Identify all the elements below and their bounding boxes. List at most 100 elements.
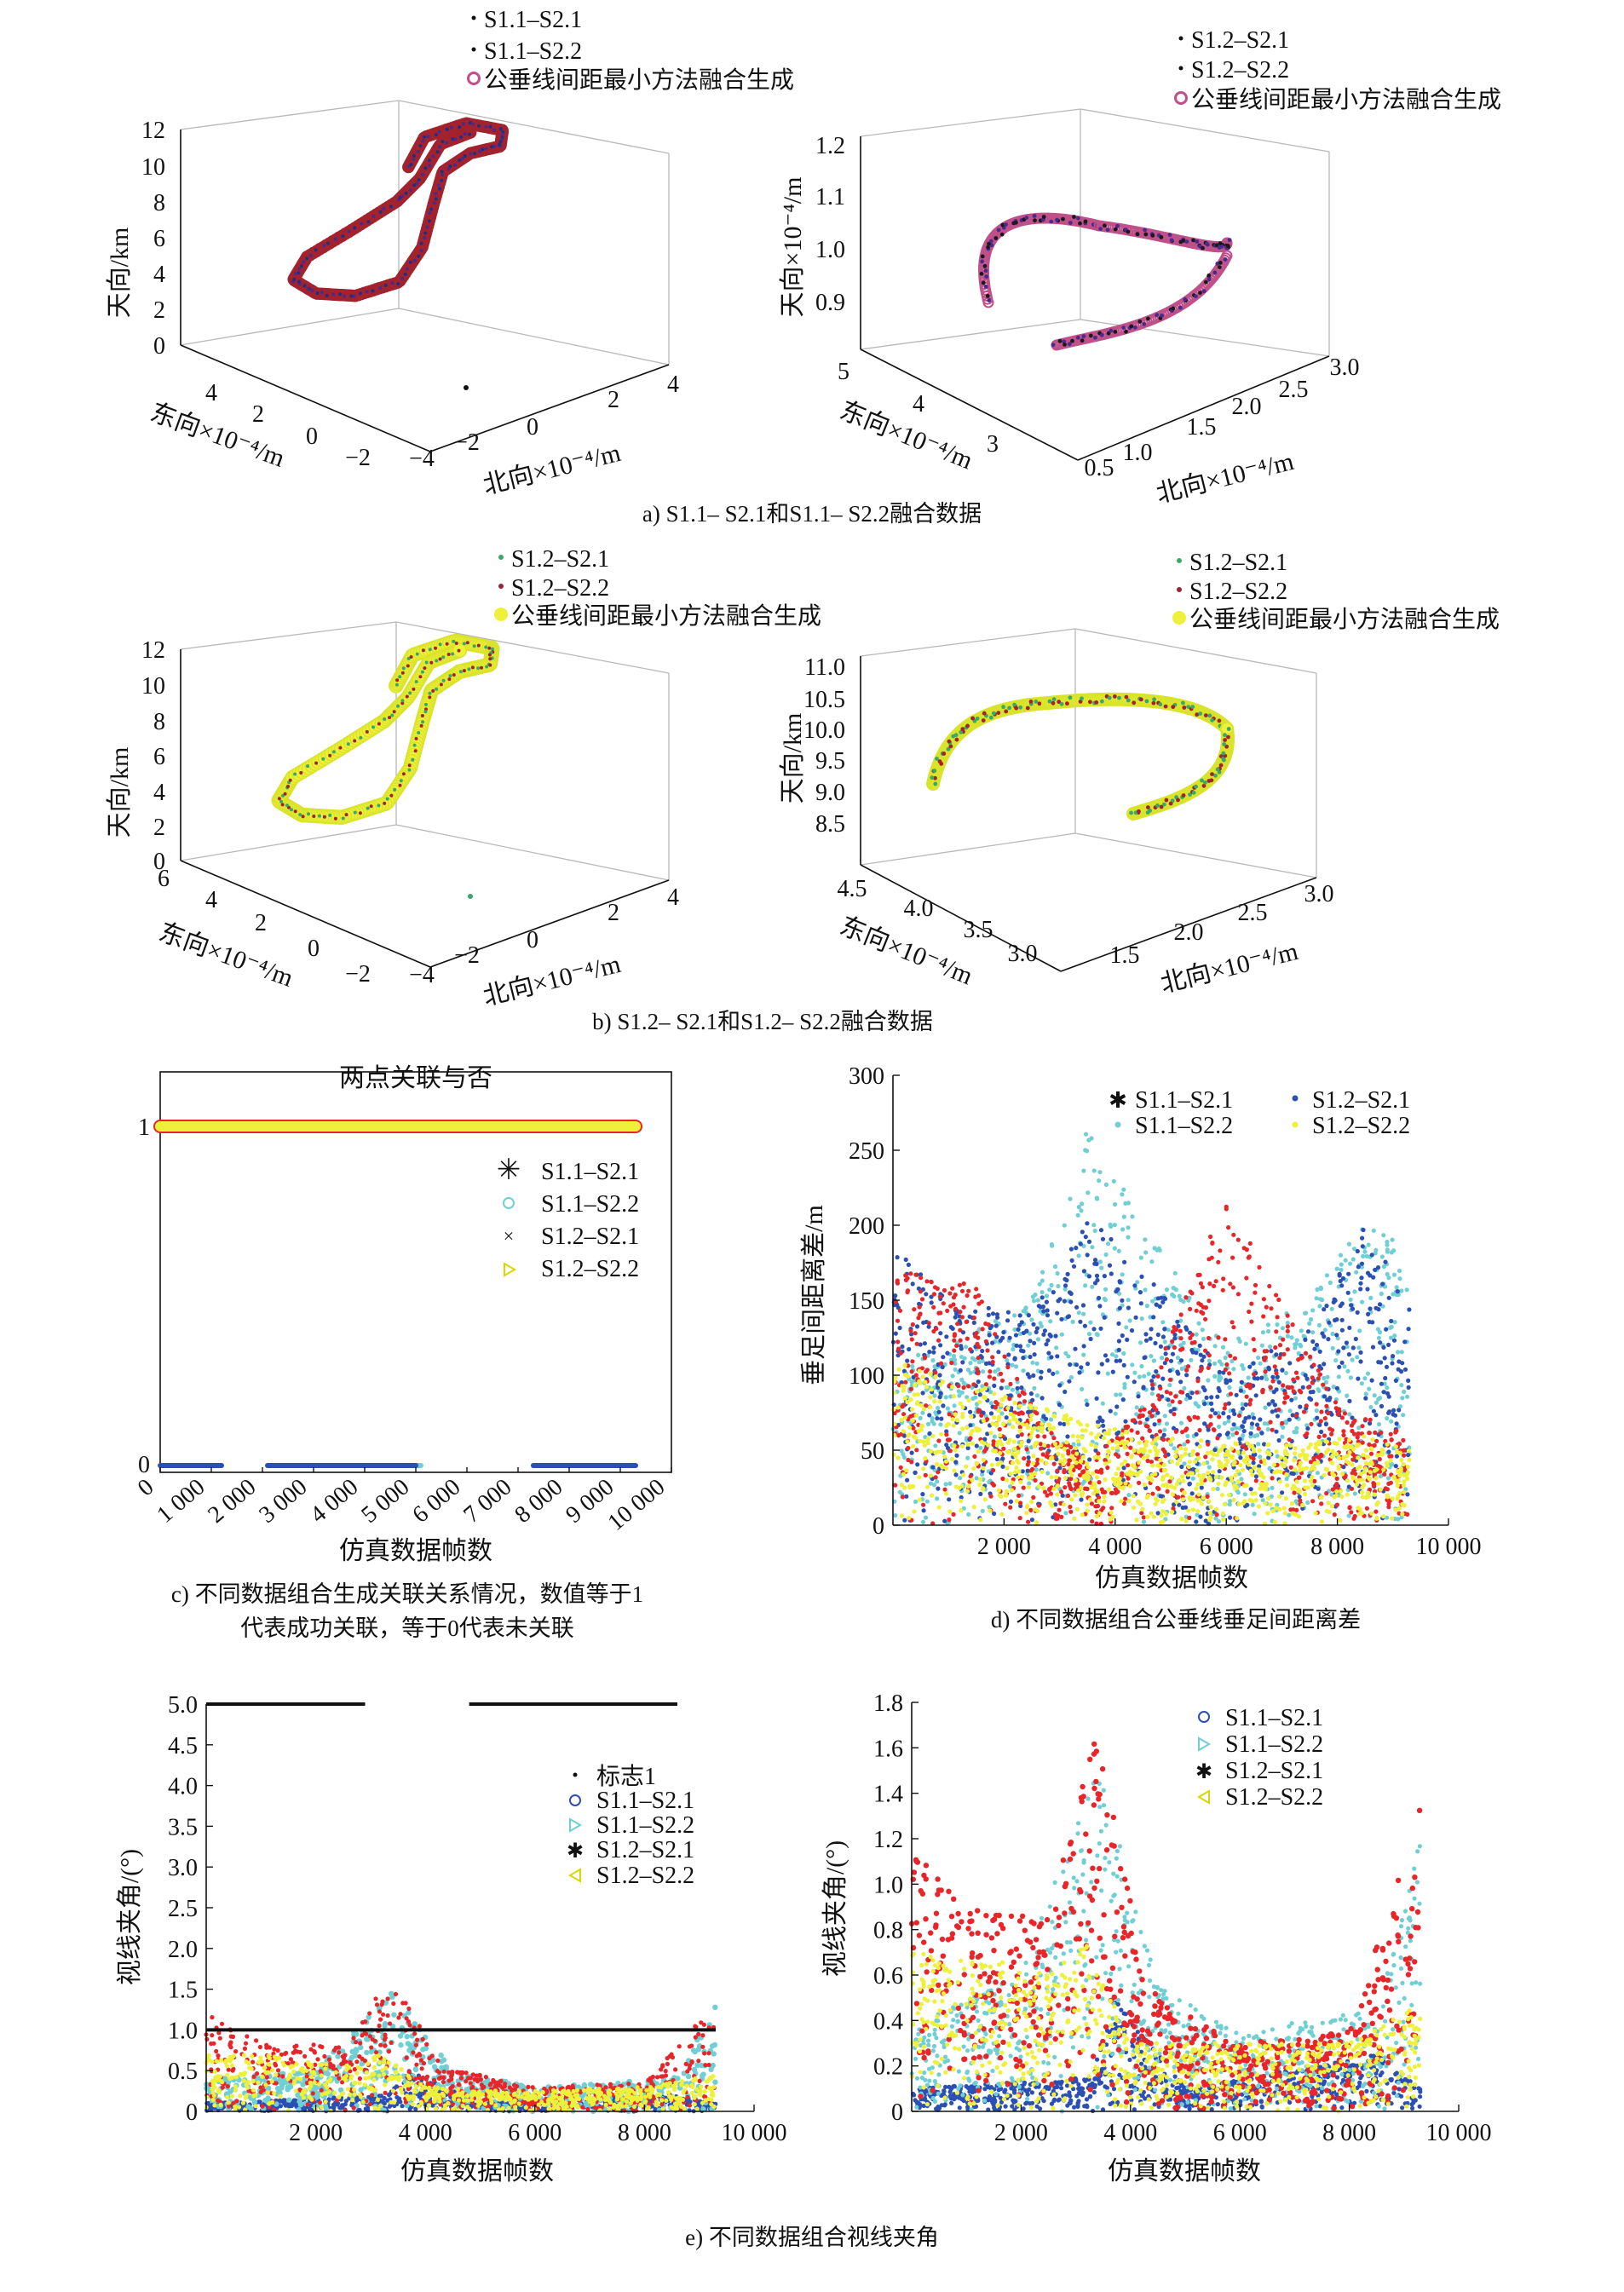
cloud-point-s1-1-s2-1: [1063, 1485, 1068, 1490]
cloud-point-s1-2-s2-2: [917, 1368, 922, 1373]
trajectory-point: [408, 691, 412, 695]
cloud-point-s1-1-s2-2: [1149, 1354, 1154, 1359]
cloud-point-s1-2-s2-2: [1085, 1508, 1091, 1513]
cloud-point-s1-1-s2-1: [1165, 1489, 1170, 1494]
cloud-point-s1-1-s2-2: [1010, 1387, 1015, 1392]
cloud-point-s1-2-s2-2: [1242, 1499, 1247, 1504]
cloud-point-s1-2-s2-1: [1225, 1431, 1230, 1436]
cloud-point-s1-1-s2-2: [1121, 1187, 1126, 1192]
cloud-point-s1-1-s2-2: [980, 1508, 985, 1513]
cloud-point-s1-1-s2-1: [1208, 1234, 1213, 1240]
cloud-point-s1-2-s2-2: [912, 1509, 917, 1514]
cloud-point-s1-1-s2-2: [1347, 1412, 1352, 1417]
cloud-point-s1-1-s2-1: [1264, 1304, 1269, 1310]
cloud-point-s1-1-s2-2: [1126, 1201, 1131, 1206]
cloud-point-s1-1-s2-1: [1022, 1391, 1027, 1397]
cloud-point-s1-1-s2-2: [1086, 1332, 1092, 1337]
trajectory-point: [352, 294, 356, 298]
d-plot: [890, 1132, 1412, 1526]
trajectory-point: [478, 149, 481, 153]
cloud-point-s1-1-s2-1: [990, 1355, 995, 1360]
cloud-point-s1-2-s2-2: [1345, 1478, 1350, 1483]
trajectory-point: [1094, 700, 1099, 705]
cloud-point-s1-2-s2-2: [1385, 1442, 1390, 1447]
cloud-point-s1-2-s2-2: [960, 1404, 965, 1409]
cloud-point-s1-1-s2-2: [932, 1393, 937, 1398]
cloud-point-s1-2-s2-2: [902, 1415, 907, 1420]
cloud-point-s1-2-s2-1: [1389, 1318, 1394, 1324]
cloud-point-s1-1-s2-1: [1213, 1279, 1218, 1284]
cloud-point-s1-1-s2-2: [1255, 1432, 1260, 1438]
cloud-point-s1-2-s2-1: [1373, 1413, 1379, 1418]
cloud-point-s1-1-s2-2: [1190, 1476, 1195, 1481]
cloud-point-s1-1-s2-2: [1309, 1316, 1314, 1322]
cloud-point-s1-2-s2-1: [1312, 1346, 1317, 1351]
cloud-point-s1-1-s2-1: [1145, 1458, 1150, 1464]
cloud-point-s1-1-s2-2: [1298, 1342, 1303, 1347]
cloud-point-s1-1-s2-1: [1333, 1400, 1339, 1405]
cloud-point-s1-1-s2-1: [1263, 1369, 1268, 1374]
cloud-point-s1-1-s2-1: [1208, 1422, 1213, 1427]
trajectory-point: [393, 787, 397, 792]
cloud-point-s1-1-s2-1: [1303, 1350, 1309, 1356]
cloud-point-s1-1-s2-1: [896, 1433, 901, 1438]
trajectory-point: [359, 735, 363, 740]
trajectory-point: [1098, 227, 1103, 231]
cloud-point-s1-1-s2-2: [930, 1358, 936, 1363]
cloud-point-s1-2-s2-1: [1068, 1291, 1074, 1296]
cloud-point-s1-1-s2-1: [1203, 1316, 1208, 1322]
cloud-point-s1-1-s2-1: [1005, 1364, 1011, 1370]
trajectory-point: [400, 276, 404, 280]
cloud-point-s1-1-s2-2: [1037, 1281, 1042, 1287]
cloud-point-s1-1-s2-2: [1138, 1340, 1143, 1345]
cloud-point-s1-1-s2-2: [1143, 1287, 1148, 1293]
cloud-point-s1-2-s2-2: [1115, 1445, 1120, 1450]
cloud-point-s1-1-s2-2: [1280, 1434, 1285, 1439]
cloud-point-s1-2-s2-2: [896, 1405, 901, 1410]
trajectory-point: [423, 166, 428, 170]
trajectory-point: [1163, 704, 1168, 709]
a2-legend-marker: [1178, 36, 1183, 41]
cloud-point-s1-1-s2-2: [1365, 1371, 1371, 1376]
cloud-point-s1-1-s2-1: [913, 1331, 918, 1336]
cloud-point-s1-1-s2-1: [1272, 1364, 1277, 1369]
cloud-point-s1-1-s2-1: [1123, 1496, 1128, 1501]
cloud-point-s1-1-s2-1: [1141, 1515, 1146, 1520]
c-ytick-labels: 1 0: [138, 1114, 150, 1478]
cloud-point-s1-2-s2-2: [1230, 1446, 1235, 1451]
cloud-point-s1-1-s2-2: [1310, 1330, 1316, 1335]
cloud-point-s1-1-s2-2: [1385, 1271, 1390, 1277]
trajectory-point: [1142, 322, 1147, 326]
cloud-point-s1-1-s2-2: [1392, 1320, 1397, 1325]
trajectory-point: [405, 267, 409, 271]
trajectory-point: [1080, 696, 1084, 701]
cloud-point-s1-1-s2-2: [1246, 1375, 1251, 1380]
cloud-point-s1-1-s2-1: [1139, 1511, 1144, 1516]
cloud-point-s1-2-s2-1: [1016, 1327, 1021, 1332]
trajectory-point: [1126, 229, 1131, 234]
a2-ytick: 4: [913, 391, 924, 418]
trajectory-point: [445, 127, 449, 131]
cloud-point-s1-2-s2-1: [1151, 1374, 1156, 1379]
cloud-point-s1-1-s2-1: [1311, 1455, 1316, 1460]
cloud-point-s1-2-s2-1: [953, 1472, 959, 1477]
cloud-point-s1-2-s2-2: [1110, 1446, 1115, 1451]
cloud-point-s1-1-s2-1: [972, 1454, 977, 1459]
cloud-point-s1-2-s2-1: [1359, 1276, 1364, 1281]
cloud-point-s1-1-s2-1: [1285, 1328, 1290, 1333]
cloud-point-s1-2-s2-2: [1049, 1475, 1054, 1480]
trajectory-point: [463, 154, 467, 158]
cloud-point-s1-1-s2-1: [1224, 1362, 1230, 1368]
cloud-point-s1-2-s2-2: [1310, 1483, 1315, 1488]
c-xtick: 3 000: [254, 1474, 312, 1529]
cloud-point-s1-2-s2-1: [1039, 1375, 1044, 1380]
cloud-point-s1-2-s2-1: [915, 1462, 920, 1467]
trajectory-point: [325, 293, 329, 297]
cloud-point-s1-1-s2-1: [1281, 1337, 1286, 1342]
cloud-point-s1-1-s2-1: [1039, 1446, 1044, 1451]
cloud-point-s1-2-s2-1: [1086, 1239, 1092, 1244]
cloud-point-s1-1-s2-1: [988, 1369, 993, 1374]
cloud-point-s1-1-s2-1: [1317, 1372, 1322, 1377]
cloud-point-s1-2-s2-2: [1390, 1496, 1395, 1501]
cloud-point-s1-1-s2-1: [975, 1341, 980, 1346]
